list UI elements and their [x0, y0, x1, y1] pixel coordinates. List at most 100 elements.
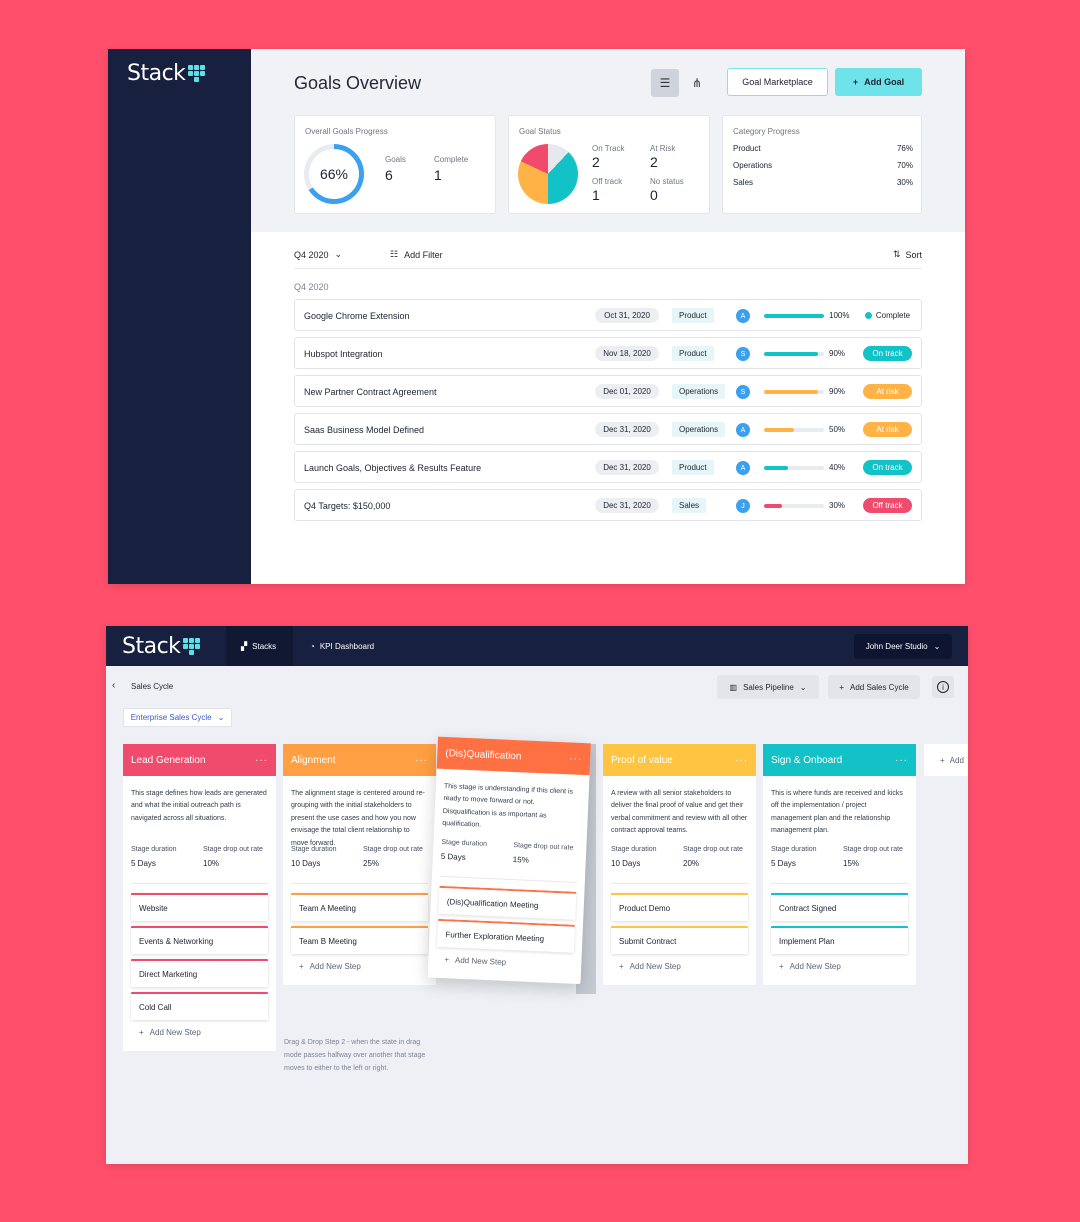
add-sales-cycle-button[interactable]: + Add Sales Cycle [828, 675, 920, 699]
add-step-button[interactable]: + Add New Step [123, 1025, 276, 1051]
sort-button[interactable]: ⇅ Sort [893, 249, 922, 260]
no-status-value: 0 [650, 187, 658, 203]
stage-step[interactable]: Direct Marketing [131, 959, 268, 987]
stage-header[interactable]: Alignment ··· [283, 744, 436, 776]
stage-stats: Stage duration Stage drop out rate 10 Days… [611, 846, 748, 884]
stage-step[interactable]: Team B Meeting [291, 926, 428, 954]
quarter-select[interactable]: Q4 2020 ⌄ [294, 249, 342, 260]
stacks-icon: ▞ [241, 641, 248, 651]
status-badge[interactable]: At risk [863, 422, 912, 437]
progress-fill [764, 466, 788, 470]
stage-header[interactable]: Proof of value ··· [603, 744, 756, 776]
list-view-button[interactable]: ☰ [651, 69, 679, 97]
kanban-window: Stack ▞ Stacks ◔ KPI Dashboard John Deer… [106, 626, 968, 1164]
add-step-button[interactable]: + Add New Step [603, 959, 756, 985]
avatar[interactable]: A [736, 423, 750, 437]
goals-label: Goals [385, 155, 406, 164]
tree-view-button[interactable]: ⋔ [683, 69, 711, 97]
avatar[interactable]: J [736, 499, 750, 513]
drop-rate-value: 15% [843, 859, 860, 868]
progress-percent: 40% [829, 463, 846, 472]
card-title: Overall Goals Progress [305, 127, 388, 136]
goal-category-badge: Operations [672, 384, 726, 399]
avatar[interactable]: A [736, 309, 750, 323]
goal-row[interactable]: Saas Business Model Defined Dec 31, 2020 O… [294, 413, 922, 445]
goal-row[interactable]: Launch Goals, Objectives & Results Featu… [294, 451, 922, 483]
stage-step[interactable]: Submit Contract [611, 926, 748, 954]
card-title: Goal Status [519, 127, 561, 136]
sales-cycle-select[interactable]: Enterprise Sales Cycle ⌄ [123, 708, 232, 727]
goal-name: Hubspot Integration [304, 349, 383, 359]
goal-name: Google Chrome Extension [304, 311, 410, 321]
stage-column[interactable]: Alignment ··· The alignment stage is cente… [283, 744, 436, 985]
progress-percent: 100% [829, 311, 850, 320]
add-step-button[interactable]: + Add New Step [283, 959, 436, 985]
add-step-button[interactable]: + Add New Step [428, 951, 582, 984]
workspace-select[interactable]: John Deer Studio ⌄ [854, 634, 952, 659]
more-icon[interactable]: ··· [735, 754, 748, 766]
plus-icon: + [444, 955, 450, 965]
more-icon[interactable]: ··· [895, 754, 908, 766]
status-label: On track [872, 463, 903, 472]
add-goal-button[interactable]: + Add Goal [835, 68, 922, 96]
status-badge[interactable]: On track [863, 460, 912, 475]
more-icon[interactable]: ··· [415, 754, 428, 766]
goal-date-badge: Dec 31, 2020 [595, 460, 659, 475]
add-filter-button[interactable]: ☷ Add Filter [390, 249, 443, 260]
add-step-label: Add New Step [629, 962, 681, 971]
dashboard-icon: ◔ [310, 641, 315, 651]
goal-row[interactable]: Google Chrome Extension Oct 31, 2020 Produ… [294, 299, 922, 331]
stage-step[interactable]: Product Demo [611, 893, 748, 921]
status-badge[interactable]: On track [863, 346, 912, 361]
stage-step[interactable]: Implement Plan [771, 926, 908, 954]
add-step-button[interactable]: + Add New Step [763, 959, 916, 985]
stage-step[interactable]: Further Exploration Meeting [436, 918, 575, 953]
quarter-select-label: Q4 2020 [294, 249, 329, 260]
stage-step[interactable]: Team A Meeting [291, 893, 428, 921]
stage-description: This is where funds are received and kic… [771, 790, 903, 835]
goal-marketplace-button[interactable]: Goal Marketplace [727, 68, 828, 96]
tab-kpi-dashboard[interactable]: ◔ KPI Dashboard [310, 626, 374, 666]
progress-fill [764, 504, 782, 508]
add-column-button[interactable]: + Add [924, 744, 968, 776]
goal-row[interactable]: Q4 Targets: $150,000 Dec 31, 2020 Sales J 30… [294, 489, 922, 521]
stage-step[interactable]: Website [131, 893, 268, 921]
plus-icon: + [940, 755, 945, 765]
sidebar: Stack [108, 49, 251, 584]
stage-step[interactable]: Events & Networking [131, 926, 268, 954]
tab-stacks[interactable]: ▞ Stacks [226, 626, 293, 666]
progress-percent: 90% [829, 349, 846, 358]
avatar[interactable]: A [736, 461, 750, 475]
plus-icon: + [839, 682, 844, 692]
category-row: Operations 70% [733, 161, 913, 170]
avatar[interactable]: S [736, 347, 750, 361]
goal-row[interactable]: Hubspot Integration Nov 18, 2020 Product S 9… [294, 337, 922, 369]
goal-row[interactable]: New Partner Contract Agreement Dec 01, 20… [294, 375, 922, 407]
stage-column[interactable]: Lead Generation ··· This stage defines how… [123, 744, 276, 1051]
goal-date-badge: Dec 31, 2020 [595, 422, 659, 437]
more-icon[interactable]: ··· [255, 754, 268, 766]
status-badge[interactable]: Complete [863, 308, 912, 323]
stack-logo[interactable]: Stack [127, 61, 206, 86]
stage-column[interactable]: (Dis)Qualification ··· This stage is under… [427, 736, 591, 985]
group-label: Q4 2020 [294, 282, 329, 292]
stage-header[interactable]: Lead Generation ··· [123, 744, 276, 776]
avatar[interactable]: S [736, 385, 750, 399]
stack-logo[interactable]: Stack [122, 634, 201, 659]
off-track-value: 1 [592, 187, 600, 203]
stage-step[interactable]: Cold Call [131, 992, 268, 1020]
stage-column[interactable]: Proof of value ··· A review with all senio… [603, 744, 756, 985]
stage-column[interactable]: Sign & Onboard ··· This is where funds are… [763, 744, 916, 985]
stage-step[interactable]: Contract Signed [771, 893, 908, 921]
status-badge[interactable]: At risk [863, 384, 912, 399]
info-button[interactable]: i [932, 676, 954, 698]
duration-label: Stage duration [131, 846, 177, 853]
goal-category-badge: Product [672, 346, 714, 361]
page-title: Goals Overview [294, 73, 422, 93]
stage-header[interactable]: Sign & Onboard ··· [763, 744, 916, 776]
back-chevron-icon[interactable]: ‹ [112, 680, 116, 691]
status-badge[interactable]: Off track [863, 498, 912, 513]
stage-step[interactable]: (Dis)Qualification Meeting [438, 885, 577, 920]
sales-pipeline-select[interactable]: ▥ Sales Pipeline ⌄ [717, 675, 819, 699]
more-icon[interactable]: ··· [569, 752, 583, 765]
